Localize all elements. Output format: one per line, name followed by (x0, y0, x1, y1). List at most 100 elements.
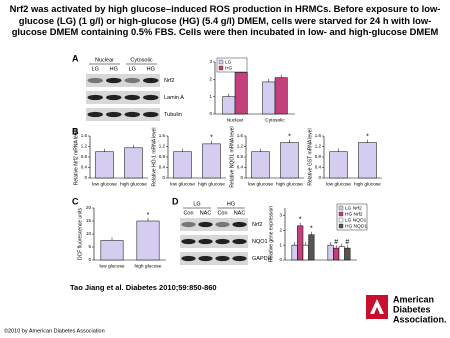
blot-header: Cytosolic (130, 57, 153, 63)
x-tick-label: low glucose (99, 263, 124, 269)
legend-label: HG Nrf2 (345, 211, 363, 217)
y-tick-label: 1 (209, 94, 212, 99)
x-tick-label: low glucose (326, 181, 351, 187)
y-tick-label: 20 (86, 205, 92, 210)
x-tick-label: high glucose (135, 263, 162, 269)
x-tick-label: low glucose (92, 181, 117, 187)
legend-label: LG Nrf2 (345, 205, 362, 211)
blot-band (232, 255, 247, 262)
y-axis-label: Relative NQO1 mRNA level (229, 126, 235, 187)
panel-label: B (72, 126, 79, 136)
blot-row-label: Nrf2 (252, 222, 262, 228)
blot-lane: HG (110, 66, 118, 72)
bar (274, 77, 288, 115)
x-tick-label: high glucose (120, 181, 147, 187)
blot-band (105, 94, 122, 101)
significance: * (299, 217, 302, 224)
bar (173, 151, 192, 179)
y-tick-label: 1.2 (237, 144, 244, 149)
bar (329, 151, 348, 179)
logo-shape (370, 299, 384, 314)
panel-label: A (72, 53, 79, 63)
x-tick-label: high glucose (354, 181, 381, 187)
x-tick-label: low glucose (248, 181, 273, 187)
bar (100, 240, 124, 261)
bar (291, 244, 298, 261)
y-tick-label: 0.4 (315, 165, 322, 170)
legend-swatch (218, 59, 224, 65)
y-tick-label: 10 (86, 231, 92, 236)
x-tick-label: Cytosolic (265, 117, 285, 123)
y-tick-label: 0 (279, 257, 282, 262)
y-tick-label: 1.6 (81, 133, 88, 138)
copyright: ©2010 by American Diabetes Association (4, 327, 105, 334)
y-tick-label: 2 (209, 77, 212, 82)
legend-swatch (338, 223, 344, 229)
blot-lane: Con (183, 210, 193, 216)
bar (222, 96, 236, 115)
y-tick-label: 0 (240, 175, 243, 180)
x-tick-label: high glucose (198, 181, 225, 187)
blot-strip (86, 91, 160, 104)
blot-strip (86, 108, 160, 121)
blot-lane: Con (217, 210, 227, 216)
bar (280, 142, 299, 179)
y-axis-label: Relative gene expression (268, 206, 274, 262)
blot-band (142, 94, 159, 101)
blot-band (232, 238, 247, 245)
blot-band (142, 77, 159, 84)
panel-label: D (172, 196, 179, 206)
legend-swatch (338, 211, 344, 217)
y-tick-label: 0 (318, 175, 321, 180)
blot-strip (180, 218, 248, 231)
blot-row-label: Lamin A (164, 95, 184, 101)
bar (358, 142, 377, 179)
significance: * (288, 133, 291, 140)
blot-band (198, 221, 213, 228)
bar (344, 247, 351, 261)
blot-header: LG (193, 201, 200, 207)
legend-box (216, 57, 248, 73)
significance: * (366, 133, 369, 140)
significance: # (334, 239, 338, 246)
blot-header: Nuclear (95, 57, 114, 63)
y-tick-label: 0.8 (81, 154, 88, 159)
legend-swatch (218, 65, 224, 71)
y-tick-label: 1.2 (315, 144, 322, 149)
y-tick-label: 15 (86, 218, 92, 223)
y-tick-label: 0.4 (159, 165, 166, 170)
y-axis-label: Relative GST mRNA level (307, 128, 313, 185)
blot-band (87, 94, 104, 101)
blot-band (232, 221, 247, 228)
blot-strip (86, 74, 160, 87)
blot-row-label: NQO1 (252, 239, 268, 245)
blot-lane: NAC (200, 210, 212, 216)
legend-swatch (338, 217, 344, 223)
y-tick-label: 0 (209, 111, 212, 116)
legend-label: HG NQO1 (345, 223, 367, 229)
y-tick-label: 0 (84, 175, 87, 180)
blot-band (215, 221, 230, 228)
blot-lane: NAC (234, 210, 246, 216)
blot-band (105, 111, 122, 118)
bar (338, 246, 345, 261)
y-axis-label: Relative HO-1 mRNA level (151, 128, 157, 187)
logo-text: Association. (393, 314, 447, 324)
significance: * (210, 135, 213, 142)
significance: * (310, 226, 313, 233)
legend-label: HG (225, 65, 232, 71)
bar (95, 151, 114, 179)
logo-text: American (393, 294, 434, 304)
y-tick-label: 1.2 (81, 144, 88, 149)
y-tick-label: 0.4 (237, 165, 244, 170)
blot-lane: LG (129, 66, 136, 72)
y-axis-label: Relative Nrf2 mRNA level (73, 129, 79, 185)
blot-row-label: Tubulin (164, 112, 182, 118)
blot-band (181, 238, 196, 245)
y-tick-label: 0 (88, 257, 91, 262)
citation: Tao Jiang et al. Diabetes 2010;59:850-86… (70, 283, 217, 292)
y-tick-label: 0.8 (159, 154, 166, 159)
bar (302, 244, 309, 261)
blot-row-label: GAPDH (252, 256, 272, 262)
